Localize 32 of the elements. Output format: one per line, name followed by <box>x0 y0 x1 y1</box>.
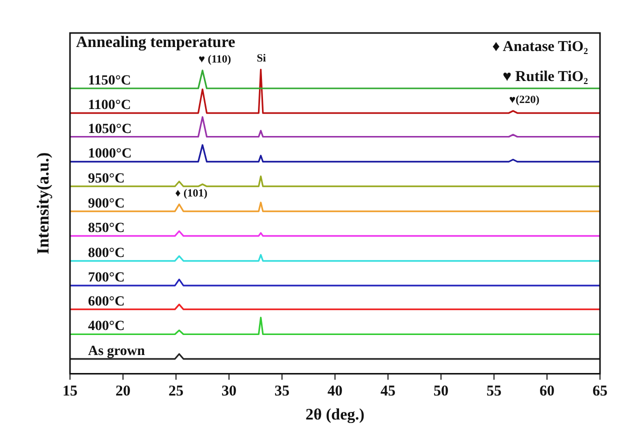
series-label: 850°C <box>88 220 125 236</box>
series-label: As grown <box>88 344 146 359</box>
series-label: 1050°C <box>88 122 132 137</box>
series-label: 1000°C <box>88 146 132 162</box>
text: ♦ Anatase TiO₂ <box>492 39 588 55</box>
x-tick-label: 65 <box>592 384 608 400</box>
x-tick-label: 20 <box>116 384 130 400</box>
series-label: 1150°C <box>88 73 131 88</box>
annotation: Si <box>256 52 266 65</box>
series-label: 800°C <box>88 246 125 261</box>
x-tick-label: 30 <box>222 384 236 400</box>
annotation: ♥ Rutile TiO₂ <box>502 69 588 85</box>
annotation: ♦ (101) <box>175 187 208 200</box>
series-label: 700°C <box>88 270 125 286</box>
x-tick-label: 40 <box>328 384 342 400</box>
x-tick-label: 50 <box>434 384 448 400</box>
x-tick-label: 55 <box>486 384 502 400</box>
annotation: ♥ (110) <box>198 53 232 66</box>
y-axis-title: Intensity(a.u.) <box>33 152 52 254</box>
series-label: 950°C <box>88 171 125 186</box>
x-tick-label: 35 <box>274 384 290 400</box>
x-tick-label: 45 <box>380 384 396 400</box>
x-tick-label: 15 <box>62 384 78 400</box>
x-axis-title: 2θ (deg.) <box>305 406 365 424</box>
series-label: 900°C <box>88 196 125 212</box>
series-label: 600°C <box>88 294 125 310</box>
series-label: 400°C <box>88 319 125 334</box>
x-tick-label: 60 <box>540 384 554 400</box>
series-label: 1100°C <box>88 98 131 114</box>
legend-title: Annealing temperature <box>76 34 236 51</box>
x-tick-label: 25 <box>168 384 184 400</box>
annotation: ♥(220) <box>509 94 540 106</box>
